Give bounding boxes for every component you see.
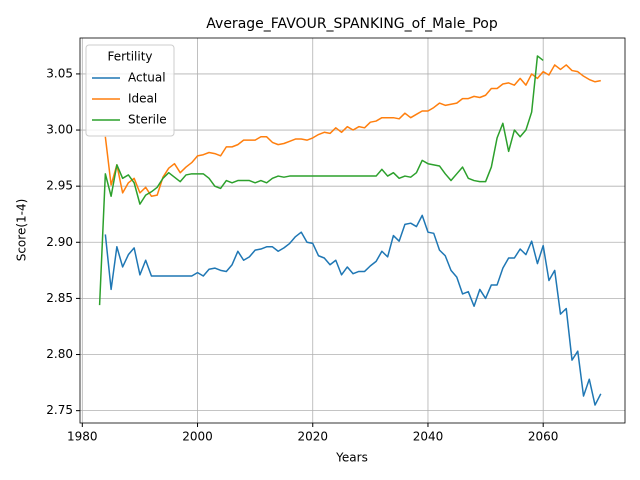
chart-title: Average_FAVOUR_SPANKING_of_Male_Pop <box>206 16 498 32</box>
y-axis-label: Score(1-4) <box>15 199 29 262</box>
x-tick-label: 2060 <box>528 430 559 444</box>
legend-label: Ideal <box>128 92 157 106</box>
x-tick-label: 2000 <box>182 430 213 444</box>
axes-frame <box>79 37 626 424</box>
legend-box <box>85 44 175 137</box>
series-line <box>104 64 601 198</box>
series-line <box>98 55 544 306</box>
y-tick-label: 2.90 <box>46 235 73 249</box>
y-tick-label: 2.85 <box>46 291 73 305</box>
legend-label: Sterile <box>128 113 167 127</box>
y-tick-label: 2.95 <box>46 179 73 193</box>
y-tick-label: 2.75 <box>46 403 73 417</box>
y-tick-label: 3.00 <box>46 123 73 137</box>
y-tick-label: 3.05 <box>46 66 73 80</box>
legend-title: Fertility <box>107 50 152 64</box>
x-tick-label: 1980 <box>67 430 98 444</box>
legend-label: Actual <box>128 71 166 85</box>
x-tick-label: 2040 <box>413 430 444 444</box>
x-axis-label: Years <box>335 451 368 465</box>
series-line <box>104 214 602 406</box>
y-tick-label: 2.80 <box>46 347 73 361</box>
x-tick-label: 2020 <box>297 430 328 444</box>
